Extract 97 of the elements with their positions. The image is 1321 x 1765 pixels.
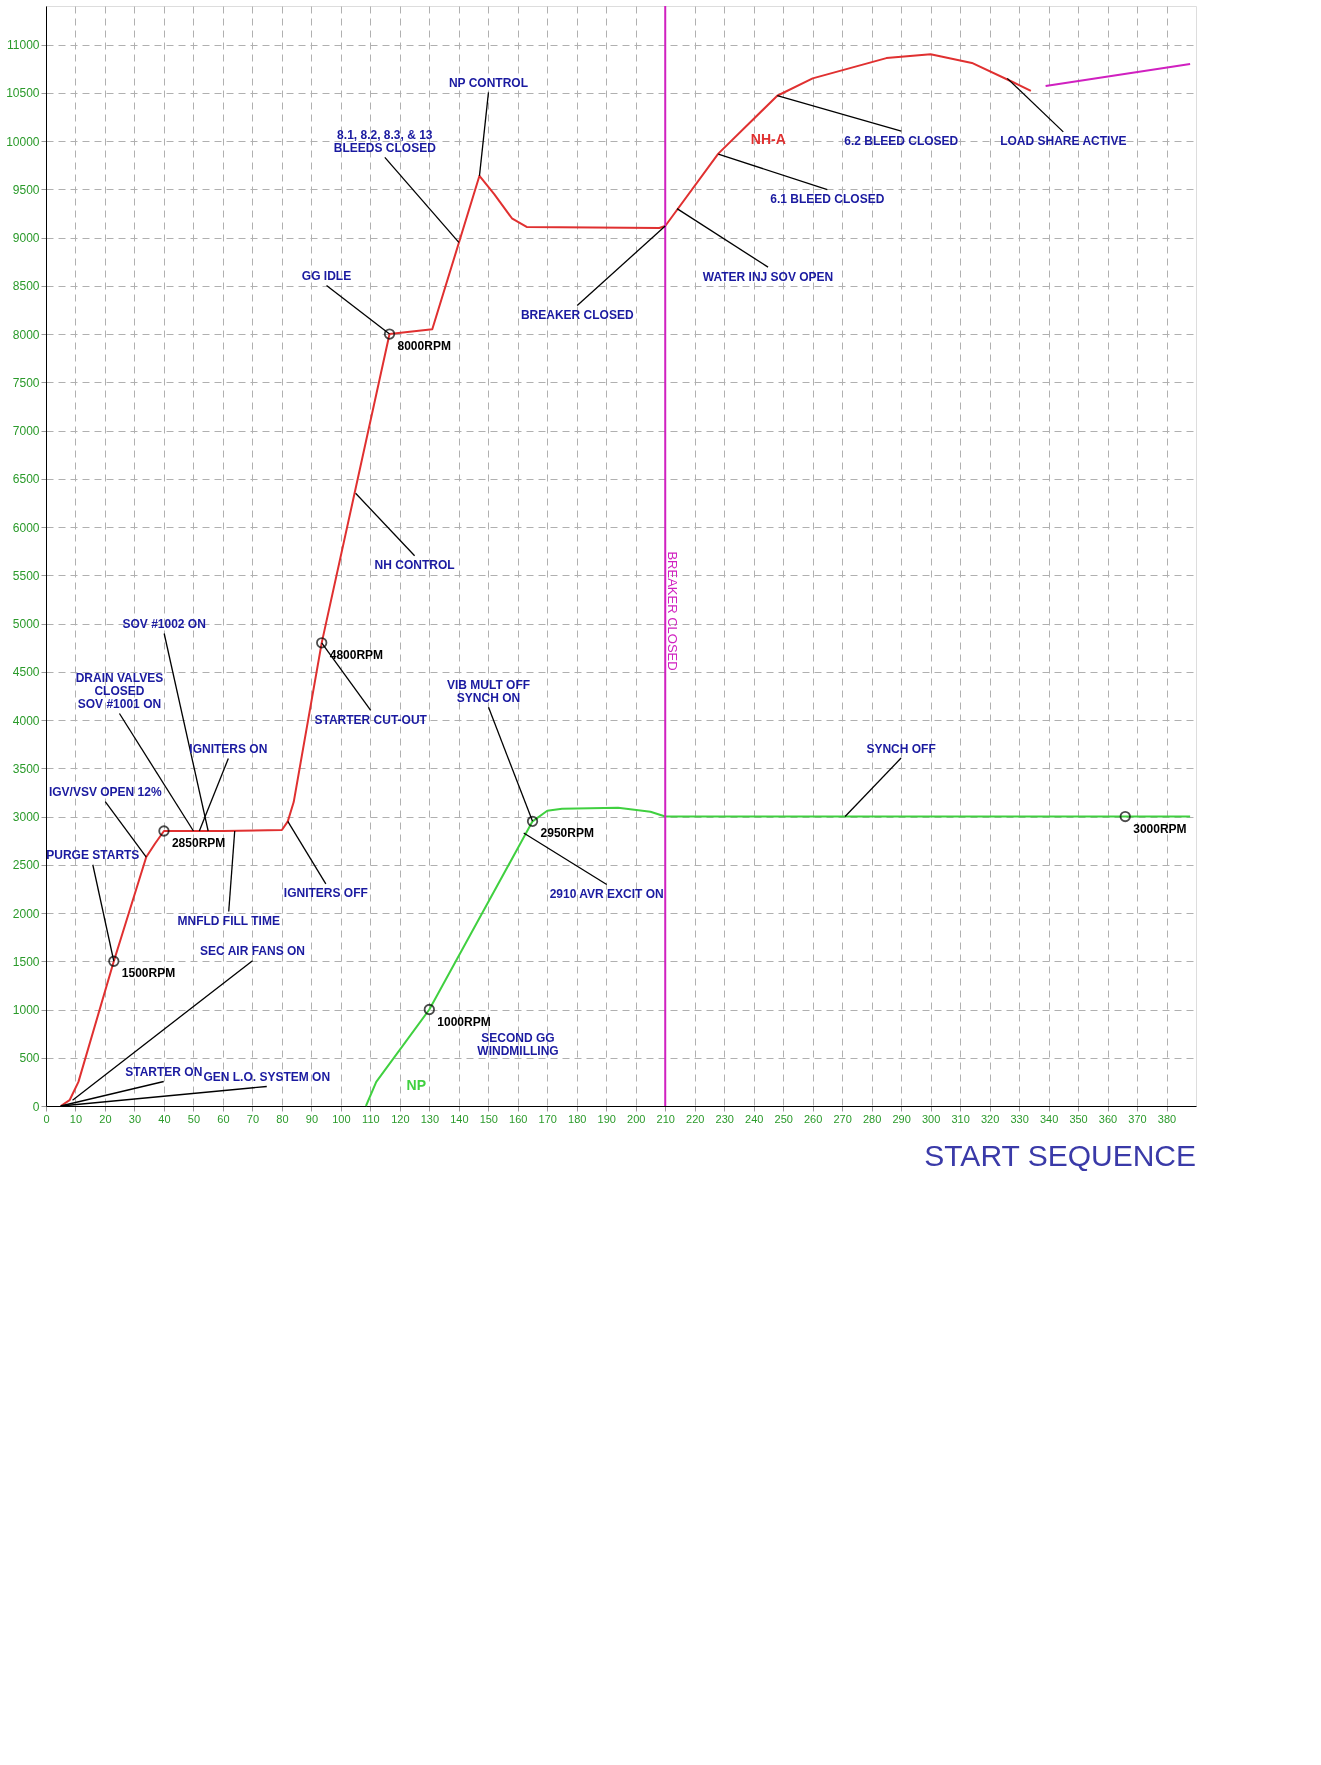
- x-tick-label: 10: [69, 1112, 83, 1125]
- annotation: SYNCH OFF: [866, 741, 936, 756]
- x-tick-label: 380: [1157, 1112, 1177, 1125]
- annotation: NP CONTROL: [448, 75, 529, 90]
- x-tick-label: 310: [951, 1112, 970, 1125]
- y-tick-label: 5000: [12, 617, 40, 632]
- data-label: 1000RPM: [437, 1014, 491, 1029]
- x-tick-label: 250: [774, 1112, 793, 1125]
- x-tick-label: 20: [99, 1112, 112, 1125]
- x-tick-label: 300: [921, 1112, 941, 1125]
- y-tick-label: 9500: [12, 182, 40, 197]
- x-tick-label: 140: [450, 1112, 469, 1125]
- y-tick-label: 500: [19, 1051, 40, 1066]
- x-tick-label: 110: [362, 1112, 380, 1125]
- x-tick-label: 100: [332, 1112, 351, 1125]
- annotation: SECOND GG WINDMILLING: [477, 1031, 559, 1058]
- x-tick-label: 60: [217, 1112, 230, 1125]
- annotation: 6.1 BLEED CLOSED: [770, 192, 885, 207]
- y-tick-label: 1000: [12, 1003, 40, 1018]
- x-tick-label: 120: [391, 1112, 410, 1125]
- x-tick-label: 220: [686, 1112, 705, 1125]
- y-tick-label: 6000: [12, 520, 40, 535]
- y-tick-label: 8000: [12, 327, 40, 342]
- data-label: 4800RPM: [329, 647, 384, 662]
- data-label: 1500RPM: [121, 966, 176, 981]
- annotation: STARTER CUT-OUT: [314, 712, 428, 727]
- x-tick-label: 50: [187, 1112, 201, 1125]
- x-tick-label: 270: [833, 1112, 852, 1125]
- y-tick-label: 0: [32, 1099, 40, 1114]
- annotation: SEC AIR FANS ON: [200, 944, 305, 959]
- annotation: DRAIN VALVES CLOSED SOV #1001 ON: [75, 671, 164, 711]
- x-tick-label: 230: [715, 1112, 734, 1125]
- x-tick-label: 190: [597, 1112, 616, 1125]
- ref-line-label: BREAKER CLOSED: [665, 551, 681, 671]
- y-tick-label: 10500: [6, 86, 40, 101]
- y-tick-label: 2000: [12, 906, 40, 921]
- x-tick-label: 320: [980, 1112, 1000, 1125]
- y-tick-label: 11000: [7, 38, 40, 53]
- annotation: WATER INJ SOV OPEN: [702, 269, 834, 284]
- x-tick-label: 70: [246, 1112, 260, 1125]
- x-tick-label: 350: [1069, 1112, 1088, 1125]
- y-tick-label: 4500: [12, 665, 40, 680]
- x-tick-label: 360: [1098, 1112, 1118, 1125]
- y-tick-label: 10000: [6, 134, 40, 149]
- annotation: GG IDLE: [301, 269, 352, 284]
- annotation: GEN L.O. SYSTEM ON: [203, 1070, 331, 1084]
- y-tick-label: 3500: [12, 761, 40, 776]
- x-tick-label: 370: [1128, 1112, 1147, 1125]
- y-tick-label: 7500: [12, 375, 40, 390]
- y-tick-label: 4000: [12, 713, 40, 728]
- annotation: 6.2 BLEED CLOSED: [844, 133, 959, 148]
- x-tick-label: 330: [1010, 1112, 1029, 1125]
- x-tick-label: 40: [158, 1112, 171, 1125]
- x-tick-label: 240: [745, 1112, 764, 1125]
- data-label: 2950RPM: [540, 826, 594, 841]
- x-tick-label: 90: [305, 1112, 319, 1125]
- x-tick-label: 170: [538, 1112, 557, 1125]
- x-tick-label: 200: [627, 1112, 646, 1125]
- x-tick-label: 0: [43, 1112, 50, 1125]
- annotation: IGNITERS OFF: [283, 886, 368, 901]
- annotation: VIB MULT OFF SYNCH ON: [446, 677, 531, 705]
- annotation: LOAD SHARE ACTIVE: [1000, 134, 1127, 149]
- annotation: IGV/VSV OPEN 12%: [48, 785, 162, 800]
- y-tick-label: 8500: [12, 279, 40, 294]
- y-tick-label: 7000: [12, 424, 40, 439]
- annotation: SOV #1002 ON: [122, 617, 206, 631]
- data-label: 2850RPM: [171, 836, 226, 850]
- x-tick-label: 260: [803, 1112, 823, 1125]
- x-tick-label: 180: [568, 1112, 587, 1125]
- y-tick-label: 1500: [12, 954, 40, 969]
- x-tick-label: 160: [509, 1112, 528, 1125]
- data-label: 8000RPM: [397, 339, 451, 354]
- annotation: STARTER ON: [125, 1065, 203, 1079]
- annotation: 8.1, 8.2, 8.3, & 13 BLEEDS CLOSED: [333, 127, 437, 155]
- x-tick-label: 290: [892, 1112, 911, 1125]
- x-tick-label: 30: [128, 1112, 142, 1125]
- x-tick-label: 130: [420, 1112, 440, 1125]
- x-tick-label: 340: [1039, 1112, 1059, 1125]
- x-tick-label: 80: [276, 1112, 289, 1125]
- annotation: IGNITERS ON: [189, 742, 268, 756]
- annotation: 2910 AVR EXCIT ON: [549, 886, 664, 901]
- text: START SEQUENCE: [924, 1139, 1196, 1172]
- y-tick-label: 6500: [12, 472, 40, 487]
- y-tick-label: 5500: [12, 568, 40, 583]
- y-tick-label: 3000: [12, 810, 40, 825]
- y-tick-label: 9000: [12, 231, 40, 246]
- annotation: PURGE STARTS: [46, 848, 140, 863]
- annotation: NH CONTROL: [374, 558, 455, 573]
- x-tick-label: 150: [479, 1112, 498, 1125]
- x-tick-label: 280: [862, 1112, 882, 1125]
- annotation: BREAKER CLOSED: [520, 308, 634, 322]
- series-label: NP: [406, 1076, 426, 1093]
- annotation: MNFLD FILL TIME: [177, 914, 280, 928]
- data-label: 3000RPM: [1133, 821, 1187, 836]
- y-tick-label: 2500: [12, 858, 40, 873]
- series-label: NH-A: [750, 130, 786, 147]
- x-tick-label: 210: [656, 1112, 675, 1125]
